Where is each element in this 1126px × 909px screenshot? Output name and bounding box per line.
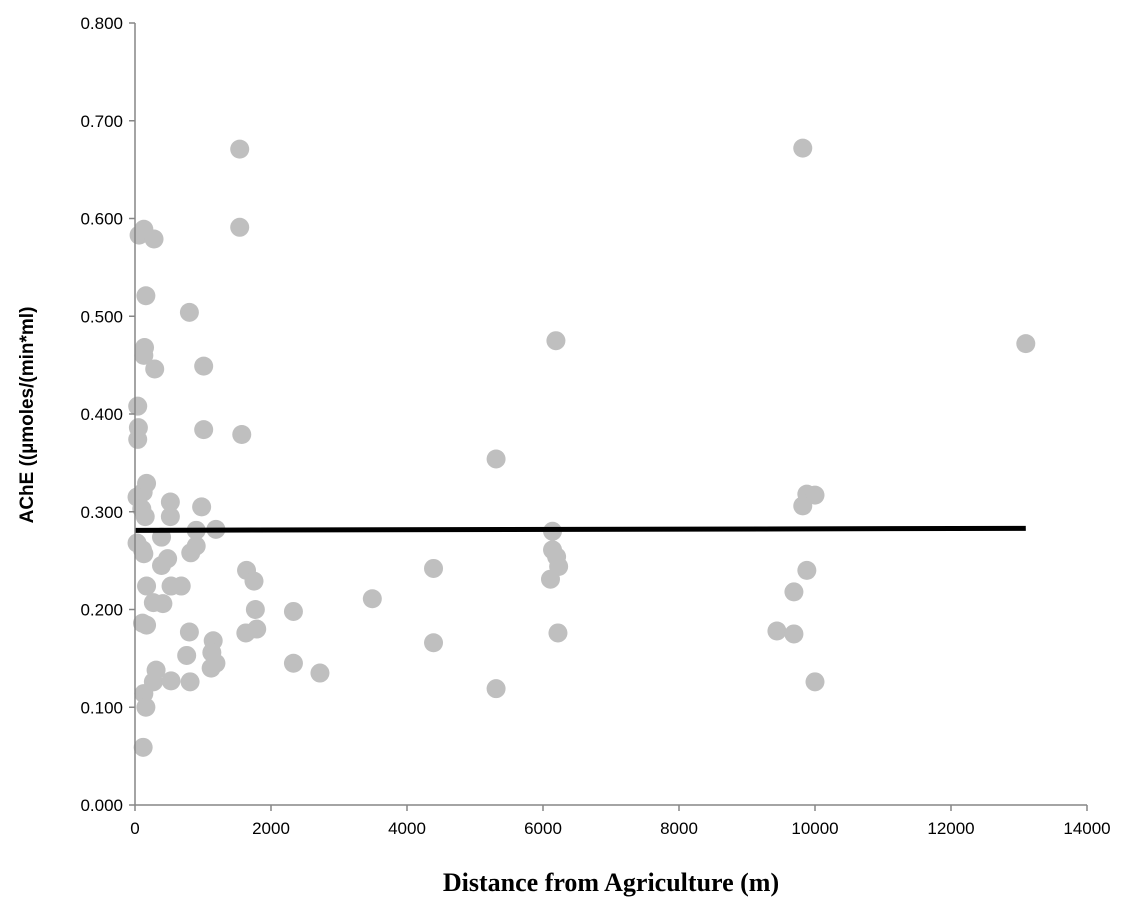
x-axis-label: Distance from Agriculture (m) <box>443 868 779 897</box>
data-point <box>192 497 212 517</box>
y-tick-label: 0.200 <box>80 601 123 620</box>
data-point <box>767 621 787 641</box>
data-point <box>245 600 265 619</box>
trendline-layer <box>134 525 1026 533</box>
x-tick-label: 12000 <box>927 819 974 838</box>
y-tick-label: 0.400 <box>80 405 123 424</box>
y-tick-label: 0.300 <box>80 503 123 522</box>
data-point <box>540 569 560 589</box>
data-point <box>424 558 444 578</box>
data-point <box>137 576 157 596</box>
data-point <box>160 492 180 512</box>
data-point <box>784 624 804 644</box>
data-point <box>283 601 303 621</box>
data-point <box>230 217 250 237</box>
y-tick-label: 0.500 <box>80 307 123 326</box>
data-point <box>128 396 148 416</box>
data-point <box>133 737 153 757</box>
data-points <box>127 138 1036 757</box>
data-point <box>181 543 201 563</box>
data-point <box>793 138 813 158</box>
data-point <box>362 589 382 609</box>
data-point <box>194 420 214 440</box>
data-point <box>424 633 444 653</box>
y-tick-label: 0.800 <box>80 14 123 33</box>
data-point <box>310 663 330 683</box>
data-point <box>134 345 154 365</box>
data-point <box>793 496 813 516</box>
y-axis-ticks: 0.000 0.100 0.200 0.300 0.400 0.500 0.600 0.700… <box>80 14 135 815</box>
data-point <box>486 679 506 699</box>
data-point <box>136 286 156 306</box>
data-point <box>179 622 199 642</box>
data-point <box>145 359 165 379</box>
data-point <box>232 425 252 445</box>
data-point <box>128 429 148 449</box>
data-point <box>177 645 197 665</box>
data-point <box>144 229 164 249</box>
x-tick-label: 8000 <box>660 819 698 838</box>
data-point <box>158 549 178 569</box>
data-point <box>244 571 264 591</box>
x-tick-label: 4000 <box>388 819 426 838</box>
x-tick-label: 10000 <box>791 819 838 838</box>
data-point <box>179 302 199 322</box>
data-point <box>160 507 180 527</box>
y-tick-label: 0.700 <box>80 112 123 131</box>
y-tick-label: 0.000 <box>80 796 123 815</box>
data-point <box>1016 334 1036 354</box>
y-tick-label: 0.100 <box>80 698 123 717</box>
data-point <box>230 139 250 159</box>
x-tick-label: 14000 <box>1063 819 1110 838</box>
trendline <box>134 525 1026 533</box>
data-point <box>171 576 191 596</box>
data-point <box>180 672 200 692</box>
x-tick-label: 2000 <box>252 819 290 838</box>
data-point <box>135 507 155 527</box>
data-point <box>161 671 181 691</box>
data-point <box>247 619 267 639</box>
data-point <box>283 653 303 673</box>
data-point <box>805 672 825 692</box>
y-tick-label: 0.600 <box>80 210 123 229</box>
x-tick-label: 6000 <box>524 819 562 838</box>
x-tick-label: 0 <box>130 819 139 838</box>
data-point <box>546 331 566 351</box>
data-point <box>805 485 825 505</box>
data-point <box>136 697 156 717</box>
data-point <box>548 623 568 643</box>
data-point <box>194 356 214 376</box>
data-point <box>153 594 173 614</box>
y-axis-label: AChE ((µmoles/(min*ml) <box>17 307 38 524</box>
x-axis-ticks: 0 2000 4000 6000 8000 10000 12000 14000 <box>130 805 1111 838</box>
data-point <box>137 615 157 635</box>
data-point <box>134 544 154 564</box>
data-point <box>797 560 817 580</box>
data-point <box>784 582 804 602</box>
data-point <box>486 449 506 469</box>
data-point <box>201 658 221 678</box>
